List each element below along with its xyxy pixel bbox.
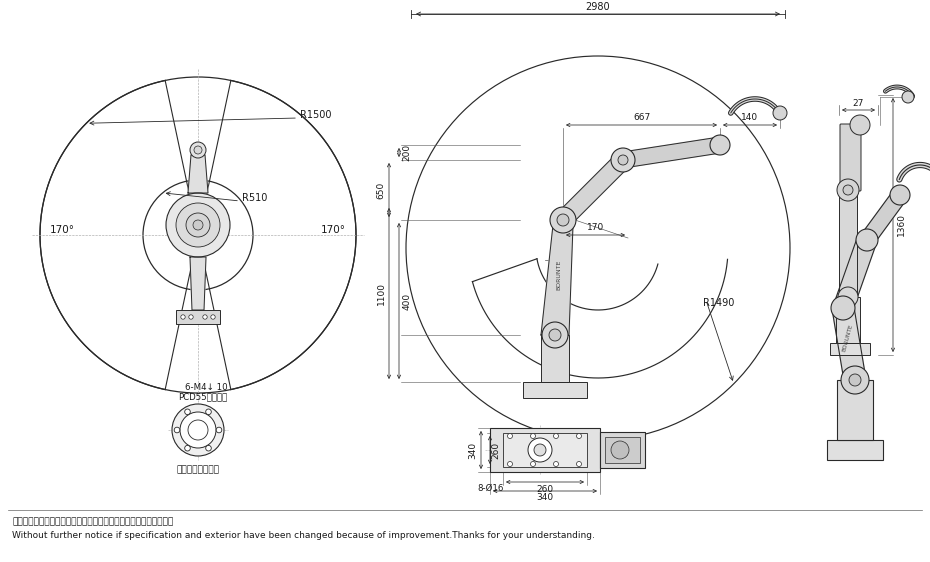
Text: R1500: R1500 <box>300 110 331 120</box>
Text: R510: R510 <box>242 193 268 203</box>
Circle shape <box>850 115 870 135</box>
Circle shape <box>174 427 179 433</box>
Text: 200: 200 <box>403 144 411 161</box>
Polygon shape <box>622 137 722 168</box>
Bar <box>523 382 587 398</box>
Circle shape <box>206 446 211 451</box>
Circle shape <box>216 427 221 433</box>
Circle shape <box>508 433 512 438</box>
Text: 1360: 1360 <box>897 214 906 237</box>
Polygon shape <box>833 237 876 311</box>
Text: 667: 667 <box>633 114 650 123</box>
Text: 140: 140 <box>741 114 759 123</box>
Circle shape <box>843 185 853 195</box>
Bar <box>605 437 640 463</box>
Polygon shape <box>832 306 866 382</box>
Circle shape <box>611 148 635 172</box>
Circle shape <box>902 91 914 103</box>
Circle shape <box>710 135 730 155</box>
Circle shape <box>773 106 787 120</box>
Circle shape <box>186 213 210 237</box>
Circle shape <box>553 461 559 466</box>
Circle shape <box>508 461 512 466</box>
Text: 1100: 1100 <box>377 282 386 305</box>
Text: 650: 650 <box>377 182 386 198</box>
Text: 2980: 2980 <box>586 2 610 12</box>
Bar <box>490 428 600 472</box>
Circle shape <box>838 287 858 307</box>
Bar <box>827 440 883 460</box>
Circle shape <box>849 374 861 386</box>
Bar <box>541 335 569 382</box>
Circle shape <box>172 404 224 456</box>
Polygon shape <box>860 191 907 244</box>
Circle shape <box>618 155 628 165</box>
Circle shape <box>206 409 211 415</box>
Circle shape <box>837 179 859 201</box>
Text: 340: 340 <box>469 441 477 459</box>
Bar <box>503 433 587 467</box>
Text: BORUNTE: BORUNTE <box>842 324 854 352</box>
Circle shape <box>190 142 206 158</box>
Text: 因改良等原因，规格及外观有所变更时，不再另行通知，敬请谅解。: 因改良等原因，规格及外观有所变更时，不再另行通知，敬请谅解。 <box>12 518 173 527</box>
Text: 8-Ø16: 8-Ø16 <box>477 483 503 492</box>
Text: 400: 400 <box>403 292 411 310</box>
Circle shape <box>189 315 193 319</box>
Circle shape <box>557 214 569 226</box>
Circle shape <box>890 185 910 205</box>
Polygon shape <box>557 153 630 226</box>
Circle shape <box>577 433 581 438</box>
Text: 260: 260 <box>491 441 500 459</box>
Circle shape <box>185 446 191 451</box>
Polygon shape <box>190 257 206 310</box>
Text: 170: 170 <box>587 224 604 233</box>
Text: 260: 260 <box>537 484 553 493</box>
Circle shape <box>180 412 216 448</box>
Text: 170°: 170° <box>50 225 75 235</box>
Text: PCD55（均布）: PCD55（均布） <box>179 392 228 401</box>
Text: 末端法兰安装尺寸: 末端法兰安装尺寸 <box>177 465 219 474</box>
Circle shape <box>534 444 546 456</box>
FancyBboxPatch shape <box>840 124 861 191</box>
Circle shape <box>185 409 191 415</box>
Circle shape <box>577 461 581 466</box>
Text: 340: 340 <box>537 493 553 502</box>
Circle shape <box>194 146 202 154</box>
Text: 6-M4↓ 10: 6-M4↓ 10 <box>185 383 227 392</box>
Circle shape <box>188 420 208 440</box>
Circle shape <box>831 296 855 320</box>
Bar <box>830 343 870 355</box>
Circle shape <box>211 315 215 319</box>
Circle shape <box>611 441 629 459</box>
Bar <box>176 310 220 324</box>
Circle shape <box>528 438 552 462</box>
Text: BORUNTE: BORUNTE <box>556 260 562 290</box>
Circle shape <box>856 229 878 251</box>
Circle shape <box>553 433 559 438</box>
Bar <box>839 190 857 297</box>
Text: Without further notice if specification and exterior have been changed because o: Without further notice if specification … <box>12 531 595 540</box>
Circle shape <box>549 329 561 341</box>
Polygon shape <box>188 155 208 193</box>
Text: R1490: R1490 <box>703 298 735 308</box>
Circle shape <box>180 315 185 319</box>
Circle shape <box>193 220 203 230</box>
Circle shape <box>550 207 576 233</box>
Circle shape <box>841 366 869 394</box>
Circle shape <box>530 461 536 466</box>
Bar <box>600 432 645 468</box>
Bar <box>836 297 860 343</box>
Circle shape <box>530 433 536 438</box>
Bar <box>837 380 873 440</box>
Circle shape <box>203 315 207 319</box>
Circle shape <box>166 193 230 257</box>
Text: 170°: 170° <box>321 225 346 235</box>
Text: 27: 27 <box>853 98 864 107</box>
Circle shape <box>176 203 220 247</box>
Circle shape <box>542 322 568 348</box>
Polygon shape <box>541 225 573 335</box>
